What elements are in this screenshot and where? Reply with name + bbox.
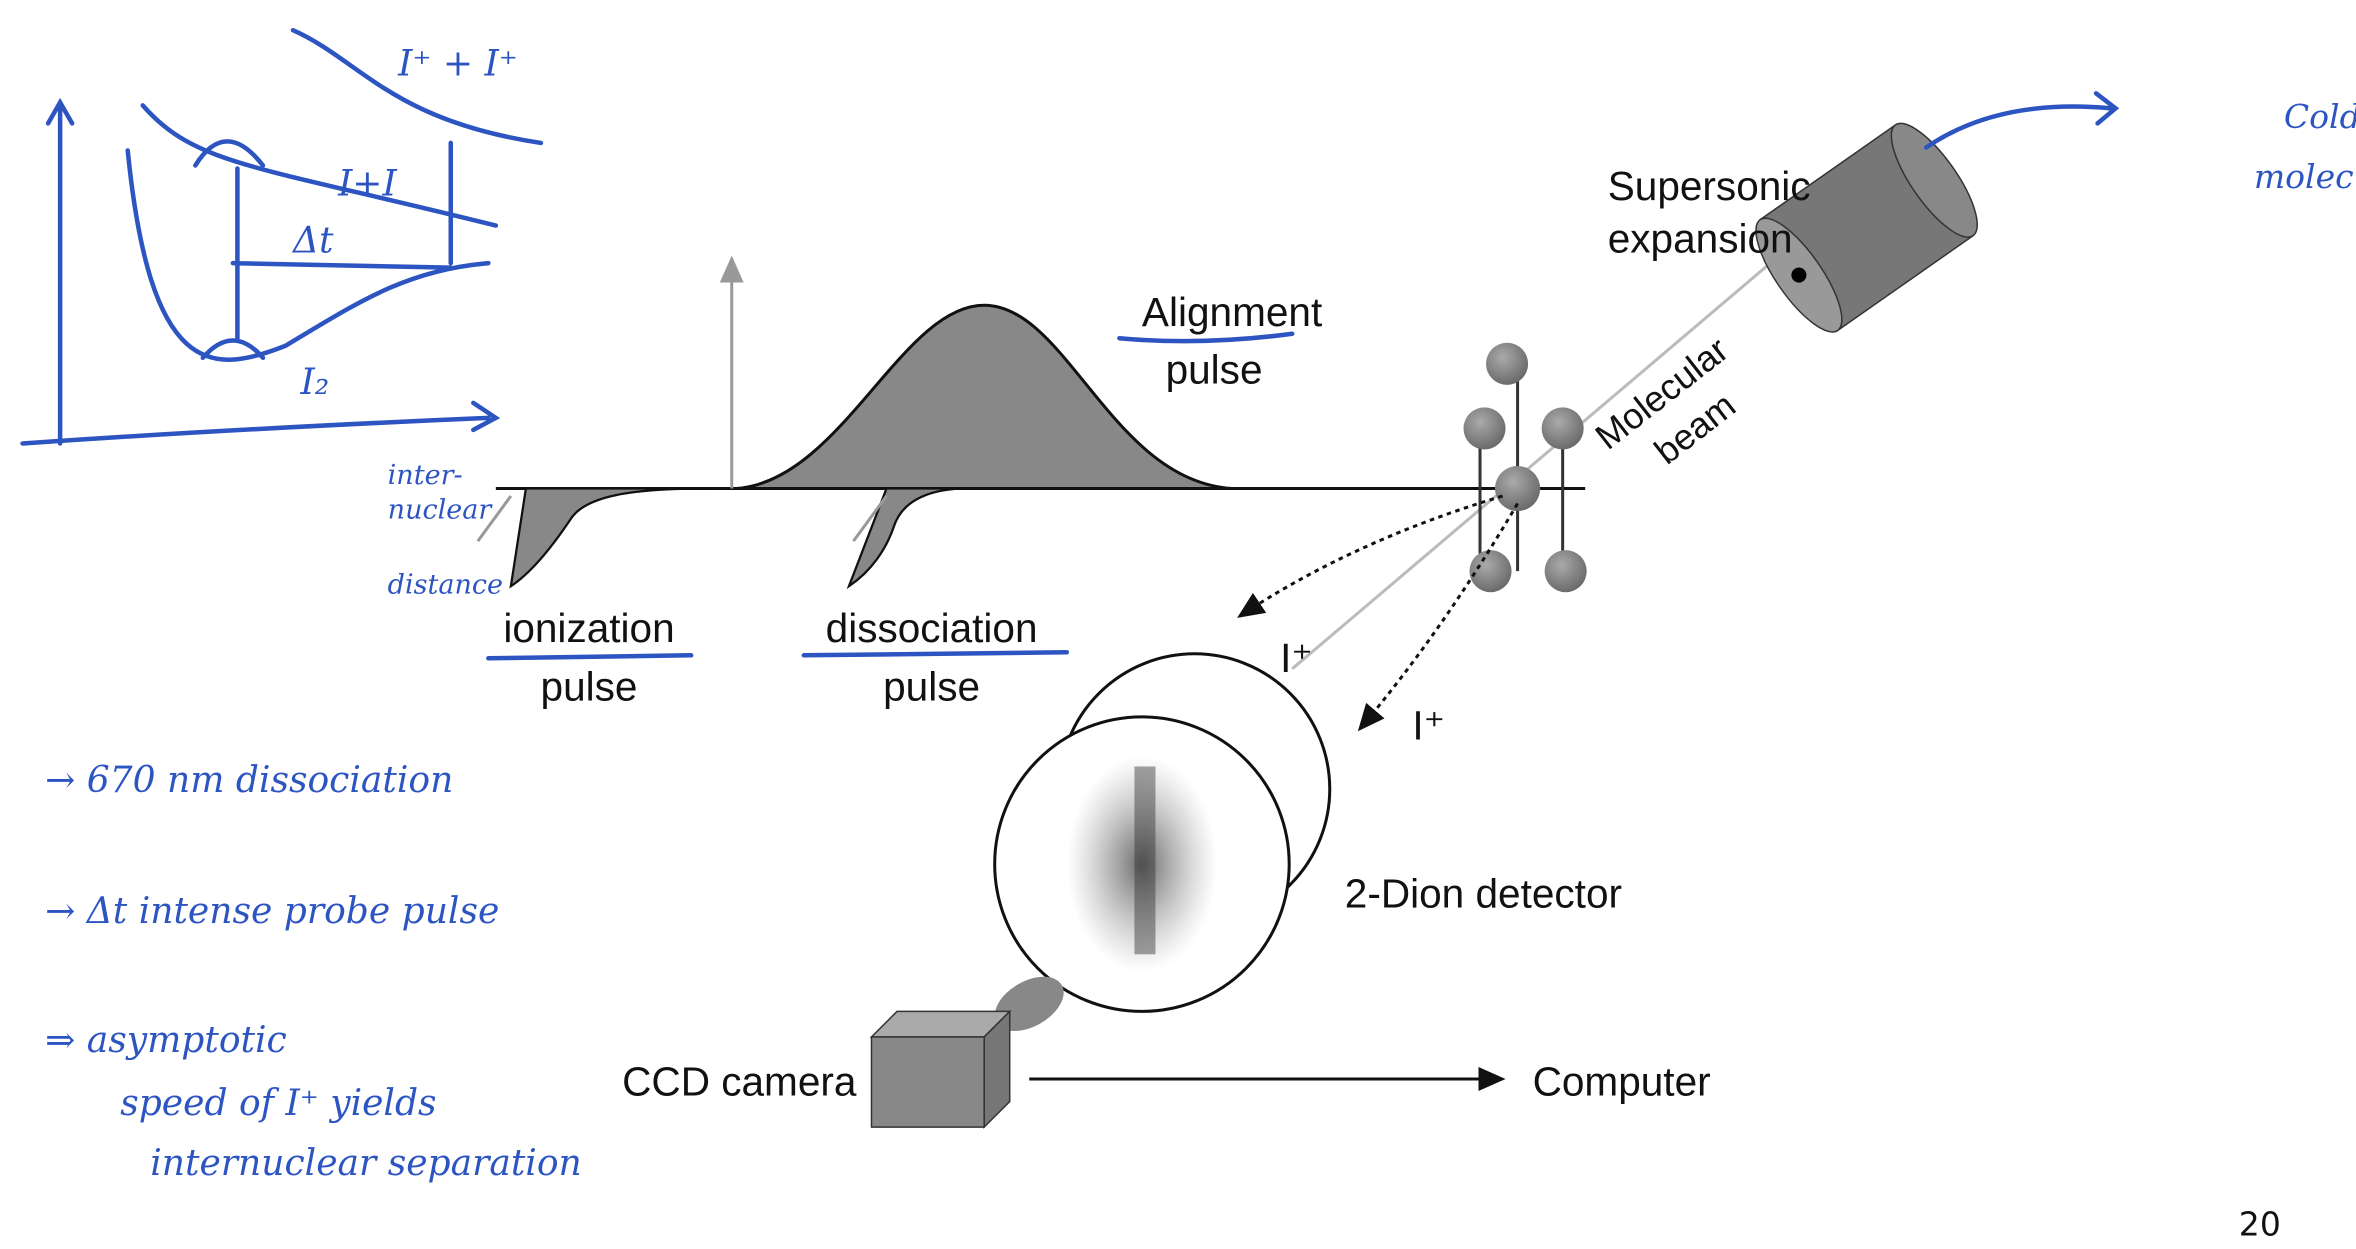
detector-label: 2-Dion detector (1345, 871, 1622, 917)
pulse-diagram (478, 259, 1585, 587)
axis-note: inter- (388, 460, 463, 491)
source-label: Supersonic (1608, 163, 1811, 209)
sketch-label: Δt (291, 220, 334, 262)
beam-label-group: Molecular beam (1587, 329, 1765, 495)
pulse-label: Alignment (1142, 289, 1322, 335)
note: → Δt intense probe pulse (45, 890, 499, 932)
sketch-label: I₂ (300, 361, 330, 403)
source-label: expansion (1608, 216, 1793, 262)
ion-label: I⁺ (1412, 702, 1445, 748)
pulse-label: pulse (883, 663, 980, 709)
note: → 670 nm dissociation (45, 759, 453, 801)
sketch-label: I+I (337, 163, 397, 205)
pulse-label: dissociation (826, 605, 1038, 651)
pulse-label: pulse (1166, 346, 1263, 392)
note: speed of I⁺ yields (120, 1082, 436, 1124)
pulse-label: pulse (541, 663, 638, 709)
axis-note: nuclear (388, 495, 494, 526)
note: internuclear separation (150, 1142, 582, 1184)
sketch-label: I⁺ + I⁺ (397, 42, 518, 84)
camera-label: CCD camera (622, 1059, 857, 1105)
pulse-label: ionization (503, 605, 674, 651)
page: {"diagram": { "labels": { "supersonic": … (0, 0, 2356, 1249)
potential-sketch (23, 30, 541, 443)
apparatus (871, 93, 2115, 1127)
note: ⇒ asymptotic (45, 1019, 287, 1061)
axis-note: distance (388, 570, 503, 601)
page-number: 20 (2239, 1204, 2281, 1243)
slide: I⁺ + I⁺ I+I Δt I₂ inter- nuclear distanc… (0, 0, 2356, 1249)
cold-note: molecules (2254, 157, 2356, 196)
cold-note: Cold (2284, 97, 2356, 136)
ion-label: I⁺ (1280, 635, 1313, 681)
computer-label: Computer (1533, 1059, 1711, 1105)
